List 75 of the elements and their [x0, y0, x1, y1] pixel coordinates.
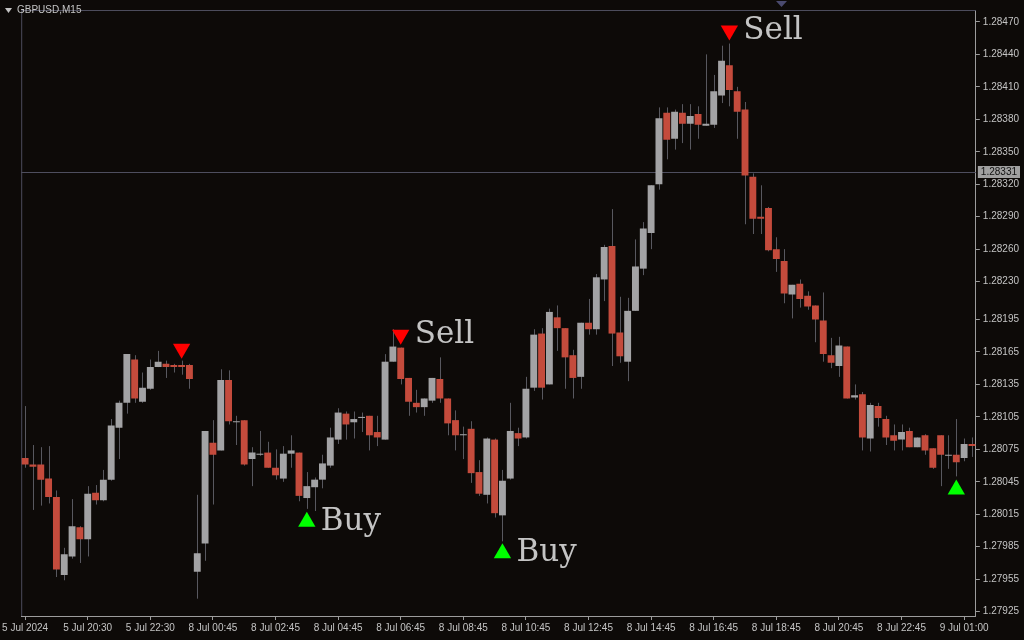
- data-label: Sell: [414, 313, 475, 350]
- candlestick: [389, 328, 397, 363]
- data-label: Buy: [320, 500, 382, 537]
- x-tick-label: 5 Jul 2024: [2, 621, 49, 633]
- y-tick-label: 1.28290: [982, 210, 1020, 222]
- candlestick: [686, 103, 694, 151]
- candlestick: [412, 389, 420, 414]
- candlestick: [585, 298, 592, 336]
- y-tick-label: 1.28075: [982, 443, 1020, 455]
- x-tick-label: 8 Jul 04:45: [313, 621, 364, 633]
- y-tick-label: 1.27925: [982, 605, 1020, 617]
- x-tick-label: 8 Jul 08:45: [438, 621, 489, 633]
- x-tick-label: 8 Jul 18:45: [751, 621, 802, 633]
- candlestick: [436, 356, 444, 404]
- candlestick: [193, 494, 201, 600]
- data-label: Sell: [743, 9, 803, 46]
- candlestick: [92, 484, 99, 506]
- x-tick-label: 5 Jul 22:30: [125, 621, 176, 633]
- candlestick: [76, 525, 84, 564]
- x-tick-label: 9 Jul 01:00: [939, 621, 990, 633]
- candlestick: [851, 383, 859, 401]
- y-tick-label: 1.28440: [982, 48, 1020, 60]
- candlestick: [952, 418, 960, 477]
- x-tick-label: 8 Jul 14:45: [626, 621, 677, 633]
- candlestick: [287, 434, 295, 469]
- y-tick-label: 1.27985: [982, 540, 1020, 552]
- x-tick-label: 8 Jul 12:45: [564, 621, 614, 633]
- x-tick-label: 8 Jul 10:45: [501, 621, 551, 633]
- y-tick-label: 1.28230: [982, 275, 1020, 287]
- point: [493, 543, 512, 559]
- candlestick: [209, 419, 217, 506]
- y-tick-label: 1.28045: [982, 475, 1020, 487]
- y-tick-label: 1.28135: [982, 378, 1020, 390]
- ref-line-label: 1.28331: [980, 166, 1018, 178]
- y-tick-label: 1.28195: [982, 313, 1020, 325]
- y-tick-label: 1.28165: [982, 345, 1020, 357]
- x-tick-label: 8 Jul 16:45: [689, 621, 739, 633]
- y-tick-label: 1.28350: [982, 145, 1020, 157]
- candlestick: [232, 415, 240, 446]
- point: [298, 511, 316, 527]
- candlestick: [827, 337, 835, 369]
- x-tick-label: 8 Jul 22:45: [877, 621, 927, 633]
- candlestick: [945, 434, 952, 470]
- y-tick-label: 1.28380: [982, 113, 1020, 125]
- y-tick-label: 1.28015: [982, 508, 1020, 520]
- point: [720, 25, 739, 41]
- candlestick: [553, 304, 561, 352]
- candlestick: [514, 427, 522, 447]
- candlestick: [960, 438, 968, 462]
- candlestick: [342, 410, 350, 441]
- data-label: Buy: [516, 532, 578, 569]
- x-tick-label: 8 Jul 06:45: [376, 621, 426, 633]
- candlestick: [788, 284, 796, 319]
- candlestick: [835, 336, 843, 378]
- chart-title: GBPUSD,M15: [17, 4, 82, 16]
- candlestick: [358, 412, 366, 433]
- x-tick-label: 8 Jul 02:45: [251, 621, 301, 633]
- y-tick-label: 1.28470: [982, 15, 1020, 27]
- candlestick: [459, 426, 467, 460]
- y-tick-label: 1.28320: [982, 177, 1020, 189]
- y-tick-label: 1.28260: [982, 242, 1020, 254]
- x-tick-label: 5 Jul 20:30: [63, 621, 113, 633]
- point: [947, 479, 965, 495]
- candlestick: [350, 410, 358, 440]
- candlestick: [694, 105, 702, 140]
- candlestick: [264, 441, 272, 469]
- candlestick: [272, 448, 279, 481]
- y-tick-label: 1.28410: [982, 80, 1020, 92]
- candlestick: [678, 103, 686, 144]
- x-tick-label: 8 Jul 00:45: [188, 621, 238, 633]
- candlestick: [99, 469, 107, 502]
- y-tick-label: 1.27955: [982, 572, 1020, 584]
- y-tick-label: 1.28105: [982, 410, 1020, 422]
- x-tick-label: 8 Jul 20:45: [814, 621, 864, 633]
- candlestick: [898, 423, 905, 451]
